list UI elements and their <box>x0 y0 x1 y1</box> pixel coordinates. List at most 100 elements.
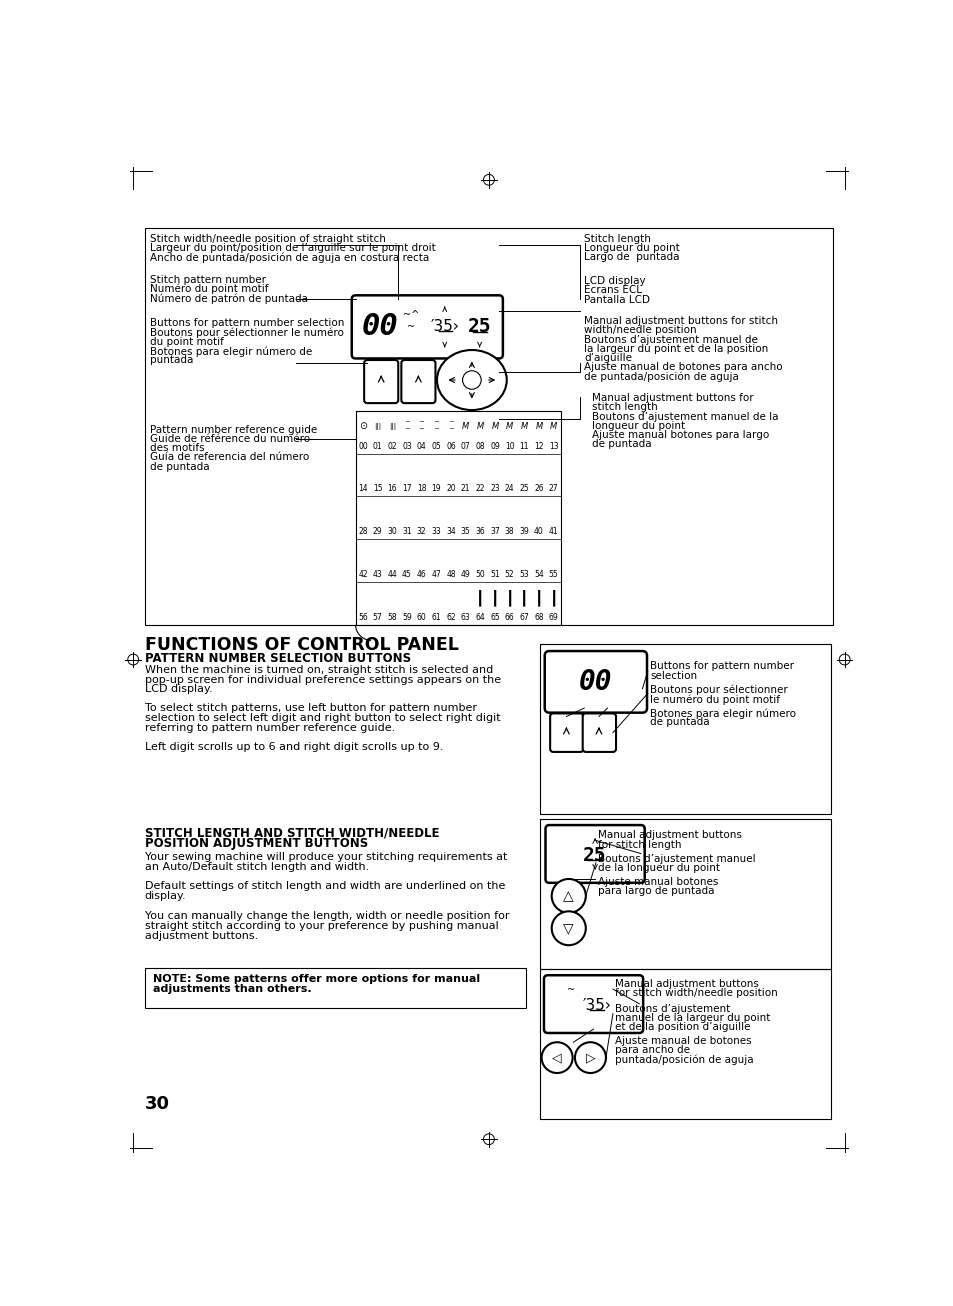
Text: ~: ~ <box>566 985 575 1007</box>
Text: M: M <box>461 422 469 431</box>
Text: 67: 67 <box>518 613 529 622</box>
Bar <box>539 644 830 814</box>
Text: 10: 10 <box>504 441 514 451</box>
Text: Ajuste manual botones: Ajuste manual botones <box>598 876 718 887</box>
FancyBboxPatch shape <box>545 825 644 883</box>
Text: para largo de puntada: para largo de puntada <box>598 885 714 896</box>
Text: 41: 41 <box>548 528 558 537</box>
Text: To select stitch patterns, use left button for pattern number: To select stitch patterns, use left butt… <box>145 704 476 713</box>
Text: 06: 06 <box>446 441 456 451</box>
Text: Ajuste manual botones para largo: Ajuste manual botones para largo <box>592 430 768 440</box>
Text: 26: 26 <box>534 485 543 494</box>
Text: M: M <box>520 422 527 431</box>
Text: M: M <box>550 422 557 431</box>
Text: Longueur du point: Longueur du point <box>583 243 679 253</box>
Text: 27: 27 <box>548 485 558 494</box>
Text: Numéro du point motif: Numéro du point motif <box>150 283 269 294</box>
Text: 68: 68 <box>534 613 543 622</box>
Text: Ajuste manual de botones para ancho: Ajuste manual de botones para ancho <box>583 362 782 372</box>
Text: 30: 30 <box>145 1094 170 1113</box>
Text: 22: 22 <box>475 485 484 494</box>
Text: 25: 25 <box>582 845 606 865</box>
Text: 38: 38 <box>504 528 514 537</box>
Text: ~
~: ~ ~ <box>448 419 454 432</box>
FancyBboxPatch shape <box>364 360 397 404</box>
Text: Buttons for pattern number: Buttons for pattern number <box>649 661 793 671</box>
Text: 23: 23 <box>490 485 499 494</box>
FancyBboxPatch shape <box>550 713 583 752</box>
Text: referring to pattern number reference guide.: referring to pattern number reference gu… <box>145 722 395 733</box>
Text: 29: 29 <box>373 528 382 537</box>
Text: FUNCTIONS OF CONTROL PANEL: FUNCTIONS OF CONTROL PANEL <box>145 636 458 654</box>
Text: 34: 34 <box>446 528 456 537</box>
Text: 21: 21 <box>460 485 470 494</box>
Text: Boutons d’ajustement manuel de la: Boutons d’ajustement manuel de la <box>592 411 778 422</box>
Text: 69: 69 <box>548 613 558 622</box>
FancyBboxPatch shape <box>352 295 502 358</box>
Text: Boutons d’ajustement manuel: Boutons d’ajustement manuel <box>598 854 755 863</box>
FancyBboxPatch shape <box>401 360 435 404</box>
Text: LCD display: LCD display <box>583 276 645 286</box>
Text: 60: 60 <box>416 613 426 622</box>
Text: 20: 20 <box>446 485 456 494</box>
Text: 31: 31 <box>402 528 412 537</box>
Text: 00: 00 <box>578 667 612 696</box>
Text: 40: 40 <box>534 528 543 537</box>
Text: 63: 63 <box>460 613 470 622</box>
Text: 51: 51 <box>490 569 499 579</box>
Text: longueur du point: longueur du point <box>592 421 684 431</box>
Text: de puntada/posición de aguja: de puntada/posición de aguja <box>583 371 739 383</box>
Text: 09: 09 <box>490 441 499 451</box>
Text: Ancho de puntada/posición de aguja en costura recta: Ancho de puntada/posición de aguja en co… <box>150 252 429 263</box>
Text: pop-up screen for individual preference settings appears on the: pop-up screen for individual preference … <box>145 674 500 684</box>
Text: 46: 46 <box>416 569 426 579</box>
Text: ▷: ▷ <box>585 1051 595 1064</box>
Text: selection: selection <box>649 671 697 682</box>
Text: 14: 14 <box>357 485 368 494</box>
Text: 17: 17 <box>402 485 412 494</box>
Text: Manual adjustment buttons for: Manual adjustment buttons for <box>592 393 753 404</box>
Text: Botones para elegir número de: Botones para elegir número de <box>150 346 313 357</box>
FancyBboxPatch shape <box>582 713 616 752</box>
Text: 45: 45 <box>401 569 412 579</box>
Text: Boutons d’ajustement manuel de: Boutons d’ajustement manuel de <box>583 334 758 345</box>
Text: POSITION ADJUSTMENT BUTTONS: POSITION ADJUSTMENT BUTTONS <box>145 837 368 850</box>
Text: 61: 61 <box>431 613 440 622</box>
Text: Guía de referencia del número: Guía de referencia del número <box>150 452 309 462</box>
Text: ⊙: ⊙ <box>358 421 367 431</box>
Text: Pantalla LCD: Pantalla LCD <box>583 295 650 304</box>
Text: Botones para elegir número: Botones para elegir número <box>649 708 796 718</box>
Text: When the machine is turned on, straight stitch is selected and: When the machine is turned on, straight … <box>145 665 493 675</box>
Text: 24: 24 <box>504 485 514 494</box>
Circle shape <box>551 879 585 913</box>
Text: Ajuste manual de botones: Ajuste manual de botones <box>615 1036 751 1046</box>
Text: 49: 49 <box>460 569 470 579</box>
Text: Manual adjustment buttons: Manual adjustment buttons <box>615 980 759 989</box>
Text: Your sewing machine will produce your stitching requirements at: Your sewing machine will produce your st… <box>145 852 507 862</box>
Text: selection to select left digit and right button to select right digit: selection to select left digit and right… <box>145 713 500 724</box>
Text: ′35›: ′35› <box>582 998 611 1012</box>
Text: an Auto/Default stitch length and width.: an Auto/Default stitch length and width. <box>145 862 369 871</box>
Text: Boutons pour sélectionner le numéro: Boutons pour sélectionner le numéro <box>150 328 344 338</box>
Text: 50: 50 <box>475 569 485 579</box>
Text: 43: 43 <box>373 569 382 579</box>
Text: ▽: ▽ <box>563 921 574 935</box>
Text: 52: 52 <box>504 569 514 579</box>
Text: LCD display.: LCD display. <box>145 684 213 695</box>
Circle shape <box>462 371 480 389</box>
Text: ~
~: ~ ~ <box>404 419 410 432</box>
Text: stitch length: stitch length <box>592 402 657 413</box>
Text: 66: 66 <box>504 613 514 622</box>
Text: 59: 59 <box>401 613 412 622</box>
Text: △: △ <box>563 889 574 902</box>
Text: 57: 57 <box>373 613 382 622</box>
Circle shape <box>541 1042 572 1074</box>
Text: puntada: puntada <box>150 355 193 366</box>
Text: M: M <box>505 422 513 431</box>
Text: Manual adjustment buttons: Manual adjustment buttons <box>598 831 741 841</box>
Text: ┃: ┃ <box>476 589 484 606</box>
Text: ┃: ┃ <box>535 589 542 606</box>
Text: M: M <box>476 422 483 431</box>
Text: Largeur du point/position de l’aiguille sur le point droit: Largeur du point/position de l’aiguille … <box>150 243 436 253</box>
Text: ◁: ◁ <box>552 1051 561 1064</box>
